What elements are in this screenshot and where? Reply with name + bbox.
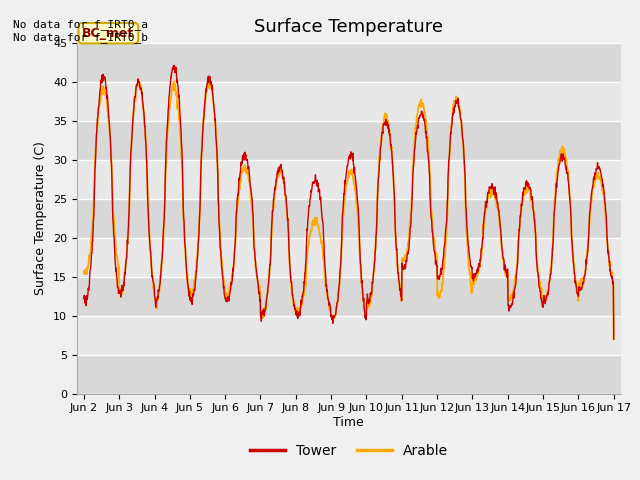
Bar	[77, 199, 621, 238]
Text: BC_met: BC_met	[82, 27, 134, 40]
Bar	[77, 316, 621, 355]
Bar	[77, 82, 621, 121]
Bar	[77, 160, 621, 199]
Bar	[77, 238, 621, 277]
Legend: Tower, Arable: Tower, Arable	[244, 439, 453, 464]
Bar	[77, 355, 621, 394]
Y-axis label: Surface Temperature (C): Surface Temperature (C)	[35, 142, 47, 295]
Text: No data for f_IRT0_a
No data for f_IRT0_b: No data for f_IRT0_a No data for f_IRT0_…	[13, 19, 148, 43]
X-axis label: Time: Time	[333, 416, 364, 429]
Bar	[77, 277, 621, 316]
Bar	[77, 43, 621, 82]
Bar	[77, 121, 621, 160]
Title: Surface Temperature: Surface Temperature	[254, 18, 444, 36]
